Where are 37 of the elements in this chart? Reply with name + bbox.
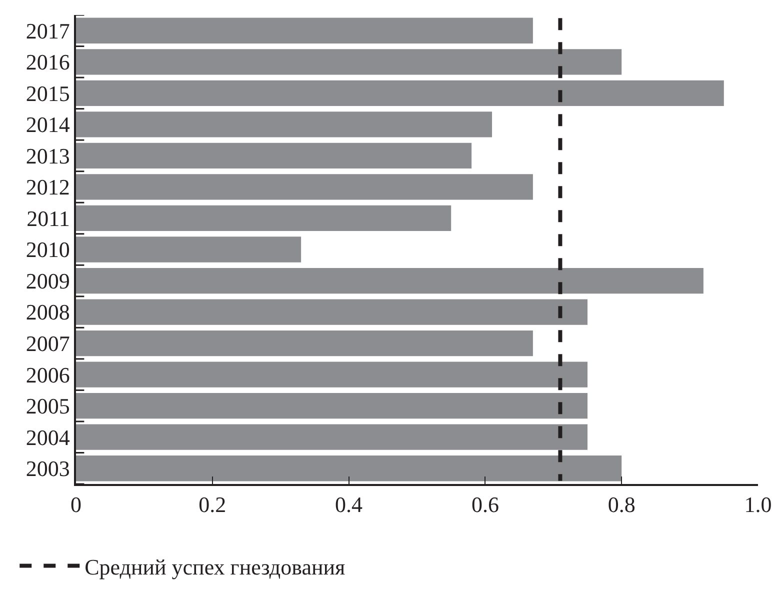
bar [76,236,302,262]
y-tick-label: 2007 [26,331,70,356]
x-tick-label: 0.4 [335,492,363,518]
x-tick-label: 1.0 [744,492,772,518]
y-tick-label: 2004 [26,424,70,450]
bar [76,205,452,232]
bar [76,80,724,106]
y-tick-label: 2006 [26,362,70,388]
y-tick-label: 2017 [26,18,70,44]
y-tick-label: 2003 [26,456,70,482]
y-tick-label: 2008 [26,300,70,325]
legend-label: Средний успех гнездования [84,554,346,580]
y-tick-label: 2010 [26,237,70,262]
y-tick-label: 2012 [26,174,70,200]
y-tick-label: 2009 [26,268,70,294]
y-tick-label: 2005 [26,394,70,419]
bar [76,456,622,482]
y-tick-label: 2016 [26,50,70,75]
bar [76,393,588,419]
bar [76,112,492,138]
bar [76,330,533,356]
x-tick-label: 0.8 [608,492,636,518]
x-tick-label: 0.2 [198,492,226,518]
bar [76,18,533,44]
bar [76,174,533,200]
bar [76,142,472,169]
x-tick-label: 0 [70,492,82,518]
bar [76,268,704,294]
y-tick-label: 2014 [26,112,70,138]
bar [76,362,588,388]
bar [76,424,588,450]
bar [76,49,622,75]
y-tick-label: 2013 [26,143,70,168]
x-tick-label: 0.6 [471,492,499,518]
bar [76,299,588,325]
y-tick-label: 2011 [26,206,70,231]
y-tick-label: 2015 [26,80,70,106]
